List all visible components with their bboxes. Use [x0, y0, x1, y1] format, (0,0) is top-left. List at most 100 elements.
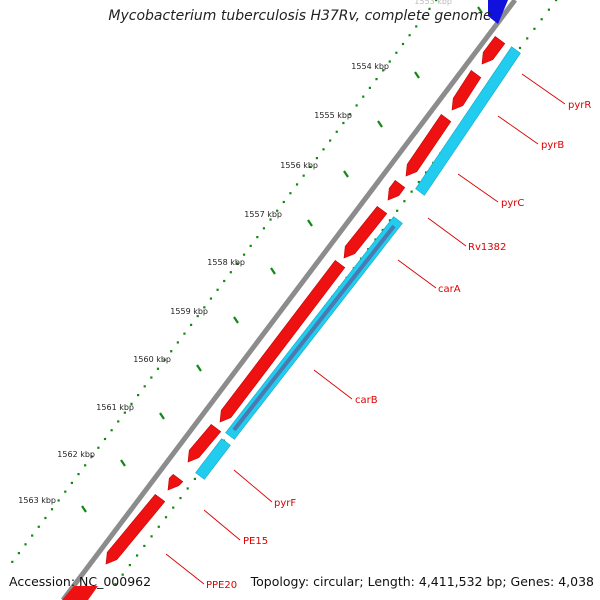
ruler-dot: [110, 429, 113, 432]
ruler-dot: [31, 534, 34, 537]
ruler-dot: [236, 262, 239, 265]
ruler-dot: [421, 16, 424, 19]
inner-ring-dot: [555, 0, 558, 2]
ruler-label: 1553 kbp: [414, 0, 452, 6]
ruler-dot: [183, 332, 186, 335]
ruler-dot: [348, 113, 352, 116]
gene-label-carb[interactable]: carB: [355, 395, 378, 406]
reverse-gene-bar: [195, 438, 231, 480]
inner-ring-dot: [417, 180, 420, 184]
forward-gene-arrow: [105, 493, 166, 565]
inner-ring-dot: [193, 477, 196, 480]
inner-ring-dot: [518, 46, 522, 50]
ruler-major-tick: [270, 267, 276, 275]
ruler-dots: [11, 0, 438, 563]
ruler-dot: [196, 315, 199, 318]
ruler-dot: [322, 148, 325, 151]
ruler-dot: [137, 394, 140, 397]
ruler-dot: [262, 227, 266, 230]
inner-ring-dot: [396, 209, 399, 212]
ruler-dot: [269, 218, 272, 221]
ruler-label: 1562 kbp: [57, 450, 95, 459]
ruler-major-tick: [159, 412, 165, 420]
gene-label-pyrf[interactable]: pyrF: [274, 498, 296, 509]
inner-ring-dot: [164, 516, 168, 519]
ruler-dot: [103, 437, 107, 441]
genome-title: Mycobacterium tuberculosis H37Rv, comple…: [108, 8, 492, 24]
gene-label-pyrb[interactable]: pyrB: [541, 140, 564, 151]
ruler-dot: [415, 25, 418, 28]
ruler-dot: [342, 121, 345, 125]
ruler-dot: [229, 271, 232, 274]
ruler-label: 1559 kbp: [170, 307, 208, 316]
inner-ring-dot: [143, 544, 146, 548]
inner-ring-dot: [172, 506, 175, 509]
topology-summary: Topology: circular; Length: 4,411,532 bp…: [250, 574, 594, 589]
ruler-dot: [309, 165, 312, 168]
ruler-dot: [209, 297, 213, 300]
gene-leader-line: [313, 369, 353, 400]
forward-gene-arrow: [219, 259, 346, 423]
forward-gene-arrow: [405, 113, 452, 177]
ruler-dot: [130, 402, 133, 405]
ruler-dot: [362, 95, 365, 98]
gene-label-cara[interactable]: carA: [438, 284, 461, 295]
reverse-gene-bar: [415, 46, 521, 196]
accession-label: Accession: NC_000962: [9, 574, 152, 589]
ruler-dot: [335, 130, 338, 133]
gene-label-pyrr[interactable]: pyrR: [568, 100, 591, 111]
gene-label-pe15[interactable]: PE15: [243, 536, 268, 547]
ruler-dot: [163, 358, 166, 362]
forward-gene-arrow: [167, 473, 184, 491]
gene-leader-line: [203, 509, 241, 541]
ruler-dot: [295, 183, 299, 186]
ruler-major-tick: [307, 219, 313, 227]
gene-label-pyrc[interactable]: pyrC: [501, 198, 524, 209]
inner-ring-dot: [410, 190, 413, 193]
ruler-dot: [17, 552, 21, 555]
ruler-dot: [77, 473, 80, 476]
ruler-dot: [70, 481, 73, 484]
ruler-dot: [302, 174, 305, 177]
gene-leader-line: [457, 173, 499, 203]
ruler-major-tick: [343, 170, 349, 178]
forward-gene-arrow: [343, 205, 388, 259]
ruler-dot: [203, 306, 206, 309]
ruler-major-tick: [120, 459, 126, 467]
reverse-strand-genes: [195, 46, 521, 480]
ruler-dot: [435, 0, 438, 2]
ruler-dot: [256, 236, 259, 239]
gene-leader-line: [165, 553, 205, 585]
ruler-dot: [223, 279, 226, 283]
ruler-major-tick: [81, 505, 87, 513]
ruler-dot: [11, 560, 14, 563]
inner-ring-dot: [381, 228, 384, 232]
ruler-dot: [57, 499, 60, 502]
gene-labels: pyrR pyrB pyrC Rv1382 carA carB pyrF PE15 PPE20: [165, 73, 591, 591]
inner-ring-dot: [179, 496, 182, 500]
inner-ring-dot: [150, 535, 153, 538]
ruler-dot: [189, 323, 193, 326]
inner-ring-dot: [424, 171, 428, 174]
ruler-major-tick: [196, 364, 202, 372]
gene-label-ppe20[interactable]: PPE20: [206, 580, 237, 591]
ruler-label: 1558 kbp: [207, 258, 245, 267]
forward-gene-arrow: [387, 179, 406, 201]
ruler-dot: [90, 455, 93, 458]
ruler-dot: [44, 516, 47, 520]
inner-ring-dot: [540, 18, 543, 21]
gene-leader-line: [427, 217, 467, 247]
ruler-dot: [117, 420, 120, 423]
ruler-dot: [315, 157, 319, 160]
ruler-label: 1560 kbp: [133, 355, 171, 364]
gene-label-rv1382[interactable]: Rv1382: [468, 242, 506, 253]
ruler-dot: [355, 104, 358, 107]
ruler-dot: [388, 60, 391, 63]
ruler-dot: [282, 200, 285, 204]
ruler-dot: [395, 51, 398, 54]
forward-gene-arrow: [187, 423, 222, 463]
ruler-dot: [176, 341, 179, 344]
reverse-gene-inner-bar: [232, 224, 396, 432]
ruler-dot: [170, 350, 173, 353]
